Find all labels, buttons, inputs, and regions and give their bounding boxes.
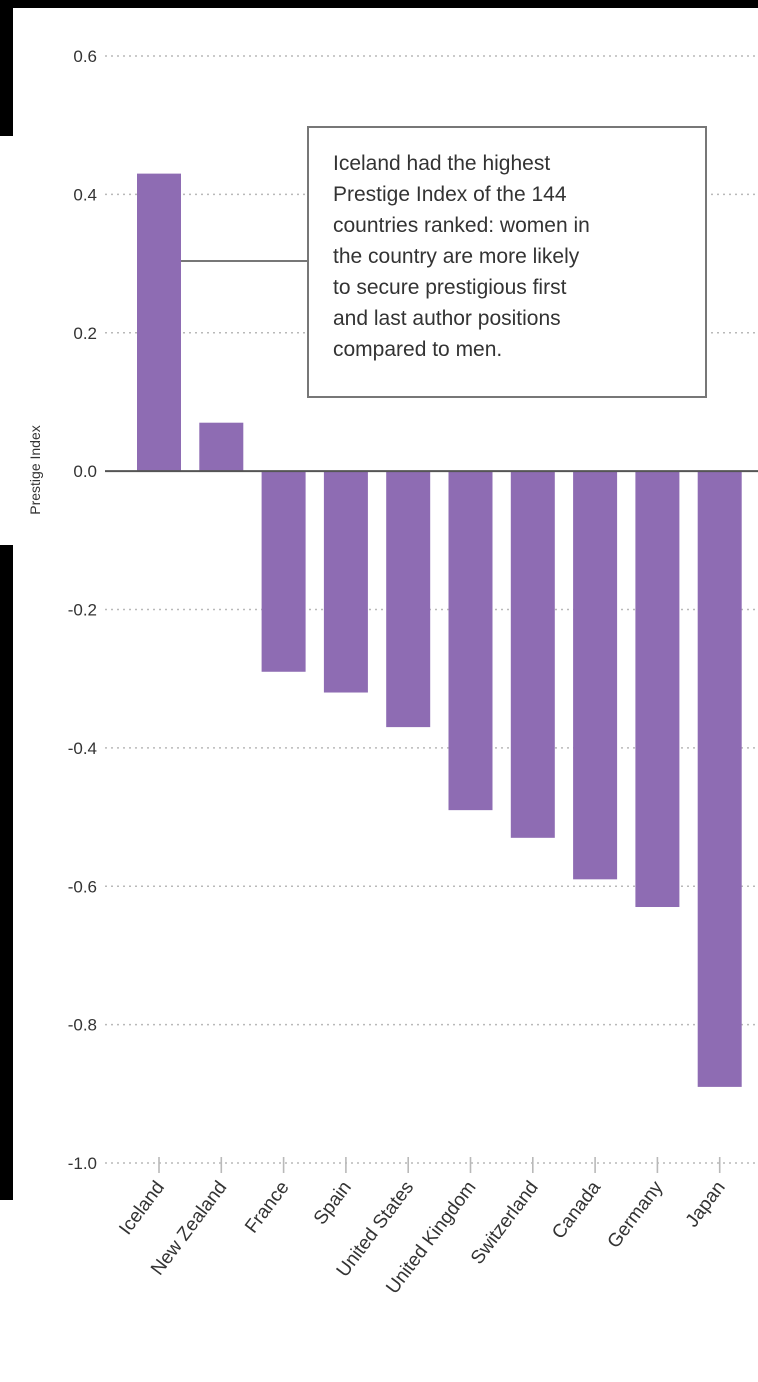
top-edge-block [0, 0, 758, 8]
bar-germany [635, 471, 680, 908]
y-tick-label: 0.4 [73, 185, 97, 204]
y-tick-label: -0.8 [68, 1016, 97, 1035]
y-tick-label: -1.0 [68, 1154, 97, 1173]
bar-iceland [137, 173, 181, 472]
left-edge-block-top [0, 0, 13, 136]
left-edge-block-bottom [0, 545, 13, 1200]
y-tick-label: -0.6 [68, 877, 97, 896]
y-tick-label: -0.2 [68, 601, 97, 620]
y-tick-label: -0.4 [68, 739, 97, 758]
y-tick-label: 0.2 [73, 324, 97, 343]
category-label: Germany [604, 1177, 668, 1252]
grid-lines [105, 55, 758, 1164]
bar-france [261, 471, 306, 672]
bar-united-kingdom [448, 471, 493, 811]
y-tick-label: 0.0 [73, 462, 97, 481]
bar-switzerland [510, 471, 555, 838]
y-tick-label: 0.6 [73, 47, 97, 66]
category-label: France [241, 1177, 293, 1237]
category-label: Canada [548, 1177, 605, 1243]
x-ticks [158, 1157, 721, 1173]
y-tick-labels: 0.6 0.4 0.2 0.0 -0.2 -0.4 -0.6 -0.8 -1.0 [68, 47, 97, 1173]
bar-new-zealand [199, 422, 244, 472]
bar-united-states [386, 471, 431, 728]
category-label: Japan [682, 1177, 730, 1231]
bar-japan [697, 471, 742, 1087]
category-label: Iceland [115, 1177, 169, 1239]
y-axis-title: Prestige Index [27, 425, 43, 515]
category-label: Spain [310, 1177, 356, 1228]
bar-spain [323, 471, 368, 693]
annotation-callout: Iceland had the highest Prestige Index o… [307, 126, 707, 398]
bar-canada [573, 471, 618, 880]
annotation-text: Iceland had the highest Prestige Index o… [333, 152, 590, 361]
bars [137, 173, 742, 1087]
